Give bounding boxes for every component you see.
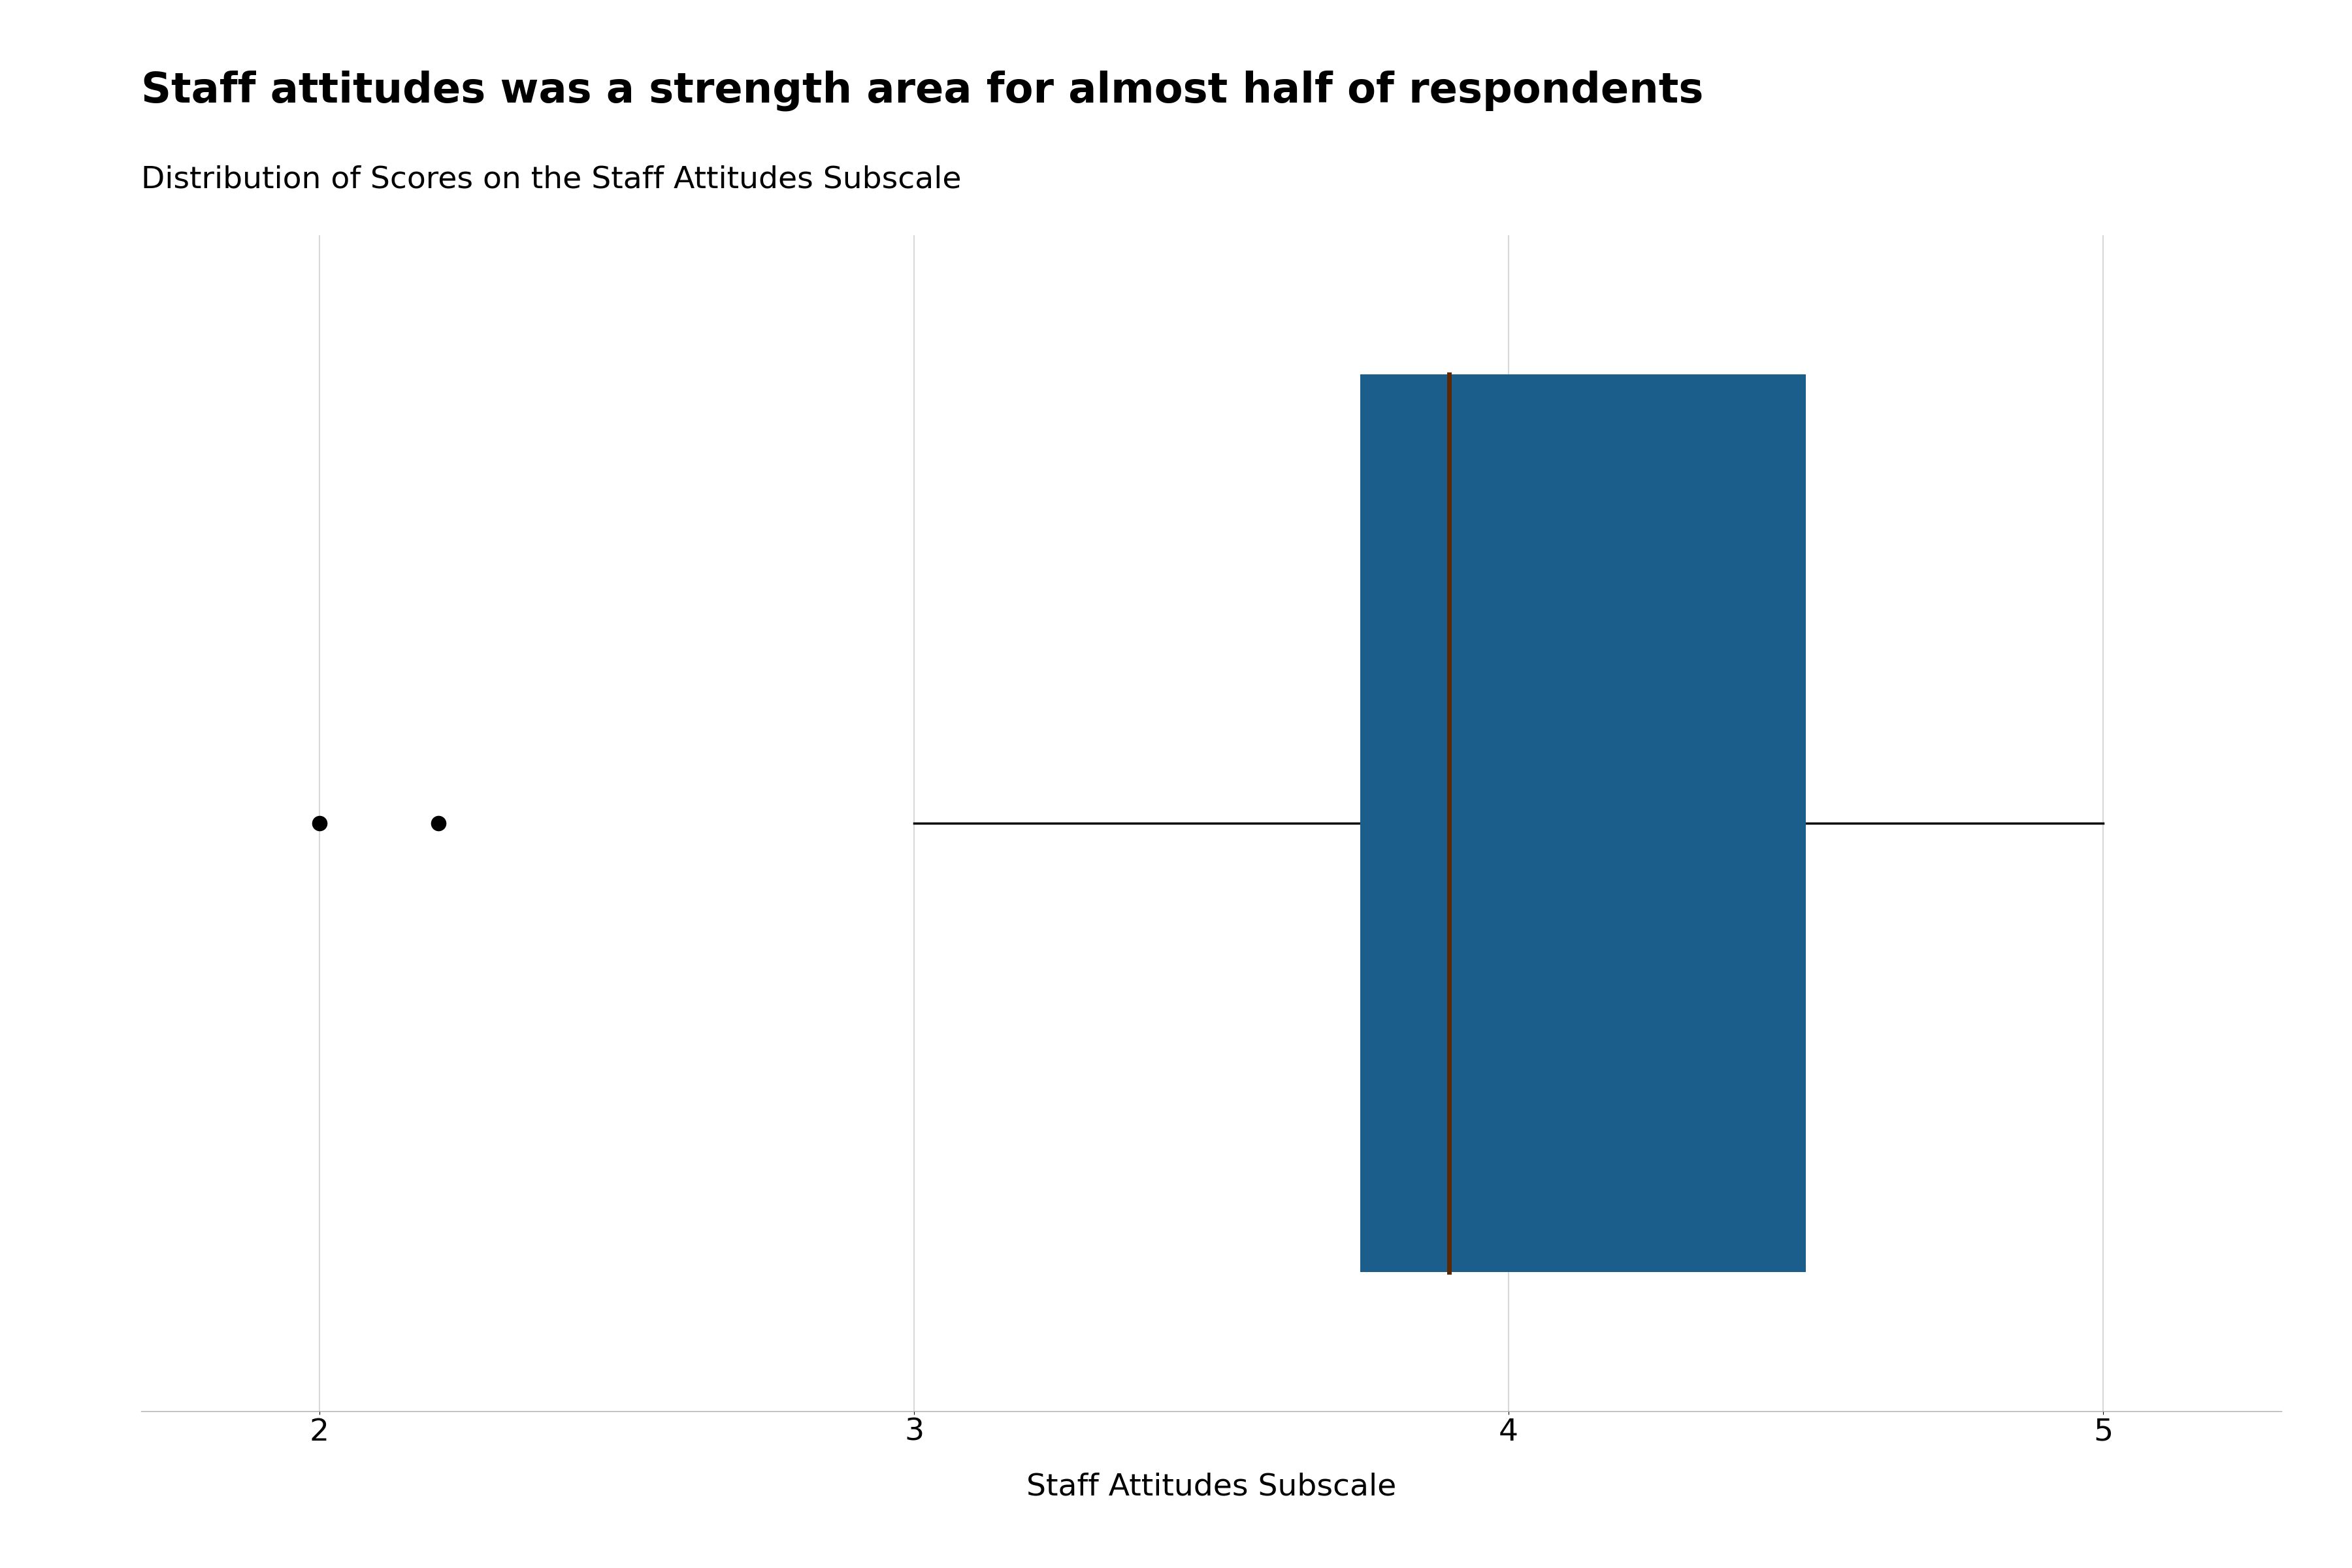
Text: Distribution of Scores on the Staff Attitudes Subscale: Distribution of Scores on the Staff Atti… (141, 165, 962, 194)
Text: Staff attitudes was a strength area for almost half of respondents: Staff attitudes was a strength area for … (141, 71, 1703, 111)
FancyBboxPatch shape (1359, 375, 1806, 1272)
X-axis label: Staff Attitudes Subscale: Staff Attitudes Subscale (1025, 1472, 1397, 1502)
